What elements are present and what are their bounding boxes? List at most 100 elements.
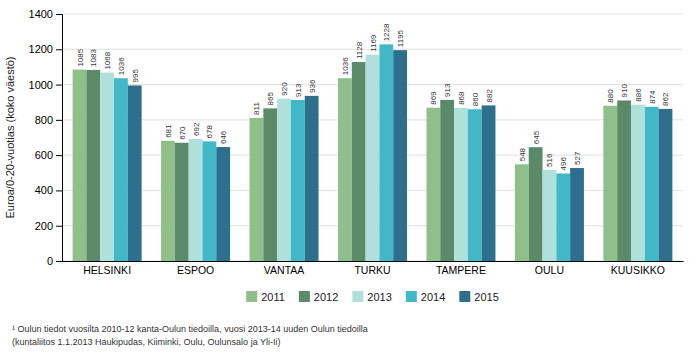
bar: [454, 108, 468, 261]
data-label: 645: [532, 130, 541, 144]
data-label: 910: [620, 84, 629, 98]
x-tick: KUUSIKKO: [611, 261, 665, 276]
bar: [543, 170, 557, 261]
data-label: 882: [485, 88, 494, 102]
data-label: 862: [661, 92, 670, 106]
y-tick: 800: [35, 114, 62, 126]
data-label: 913: [294, 83, 303, 97]
bar: [263, 108, 277, 261]
data-label: 880: [606, 89, 615, 103]
bar: [250, 118, 264, 261]
data-label: 1036: [341, 57, 350, 75]
y-tick-mark: [56, 226, 62, 227]
bars: [73, 44, 673, 261]
y-tick-mark: [56, 261, 62, 262]
y-tick: 1400: [29, 8, 62, 20]
data-label: 681: [164, 124, 173, 138]
footnote: (kuntaliitos 1.1.2013 Haukipudas, Kiimin…: [12, 337, 280, 347]
chart: 0200400600800100012001400Euroa/0-20-vuot…: [0, 0, 695, 353]
bar-series: [86, 62, 631, 261]
data-label: 874: [648, 90, 657, 104]
x-tick-label: KUUSIKKO: [611, 264, 665, 276]
x-tick: OULU: [535, 261, 564, 276]
legend-swatch: [406, 291, 417, 302]
legend-swatch: [459, 291, 470, 302]
data-label: 913: [443, 83, 452, 97]
y-axis: 0200400600800100012001400: [29, 8, 63, 267]
data-label: 995: [131, 69, 140, 83]
y-tick-label: 800: [35, 114, 53, 126]
bar: [100, 73, 114, 261]
footnotes: ¹ Oulun tiedot vuosilta 2010-12 kanta-Ou…: [12, 324, 368, 347]
data-label: 886: [634, 88, 643, 102]
data-label: 516: [545, 153, 554, 167]
bar: [216, 147, 230, 261]
grid: [62, 14, 683, 261]
bar: [393, 50, 407, 261]
y-tick-label: 1000: [29, 79, 53, 91]
data-label: 1169: [369, 34, 378, 52]
footnote: ¹ Oulun tiedot vuosilta 2010-12 kanta-Ou…: [12, 324, 368, 334]
y-tick-mark: [56, 14, 62, 15]
bar: [366, 55, 380, 261]
data-label: 692: [192, 122, 201, 136]
y-tick: 400: [35, 184, 62, 196]
data-label: 527: [573, 151, 582, 165]
data-label: 1083: [89, 49, 98, 67]
y-tick-mark: [56, 190, 62, 191]
y-tick-mark: [56, 155, 62, 156]
legend-swatch: [246, 291, 257, 302]
bar: [603, 106, 617, 261]
bar: [189, 139, 203, 261]
bar-series: [100, 55, 645, 261]
bar: [482, 105, 496, 261]
data-label: 920: [280, 82, 289, 96]
bar: [161, 141, 175, 261]
data-label: 678: [205, 124, 214, 138]
data-label: 646: [219, 130, 228, 144]
x-tick-label: TAMPERE: [436, 264, 486, 276]
legend-item: 2012: [299, 291, 338, 303]
legend-label: 2014: [421, 291, 445, 303]
bar: [570, 168, 584, 261]
x-tick: HELSINKI: [83, 261, 131, 276]
data-label: 1068: [103, 51, 112, 69]
y-tick-label: 600: [35, 149, 53, 161]
x-tick: ESPOO: [177, 261, 214, 276]
legend: 20112012201320142015: [246, 291, 499, 303]
bar: [617, 100, 631, 261]
bar: [468, 109, 482, 261]
x-tick-label: ESPOO: [177, 264, 214, 276]
bar: [529, 147, 543, 261]
legend-label: 2015: [474, 291, 498, 303]
y-tick-label: 200: [35, 220, 53, 232]
bar: [379, 44, 393, 261]
x-tick-label: OULU: [535, 264, 564, 276]
x-axis: HELSINKI ESPOO VANTAA TURKU TAMPERE OULU KUUSI…: [63, 261, 684, 276]
data-label: 860: [471, 92, 480, 106]
bar: [73, 70, 87, 261]
data-labels: 1085681811103686954888010836708651128913…: [76, 23, 671, 170]
data-label: 670: [178, 126, 187, 140]
y-tick: 600: [35, 149, 62, 161]
bar: [175, 143, 189, 261]
data-label: 865: [266, 91, 275, 105]
y-tick-label: 1400: [29, 8, 53, 20]
data-label: 1195: [396, 29, 405, 47]
y-axis-line: [56, 15, 63, 262]
bar: [291, 100, 305, 261]
legend-swatch: [352, 291, 363, 302]
x-tick: VANTAA: [264, 261, 304, 276]
bar: [440, 100, 454, 261]
bar-series: [73, 70, 618, 261]
y-tick: 1200: [29, 43, 62, 55]
legend-label: 2012: [314, 291, 338, 303]
legend-item: 2014: [406, 291, 445, 303]
data-label: 1128: [355, 41, 364, 59]
x-axis-line: [63, 261, 684, 262]
bar: [277, 99, 291, 261]
x-tick-label: HELSINKI: [83, 264, 131, 276]
bar: [114, 78, 128, 261]
x-tick-label: TURKU: [354, 264, 390, 276]
data-label: 1085: [76, 48, 85, 66]
